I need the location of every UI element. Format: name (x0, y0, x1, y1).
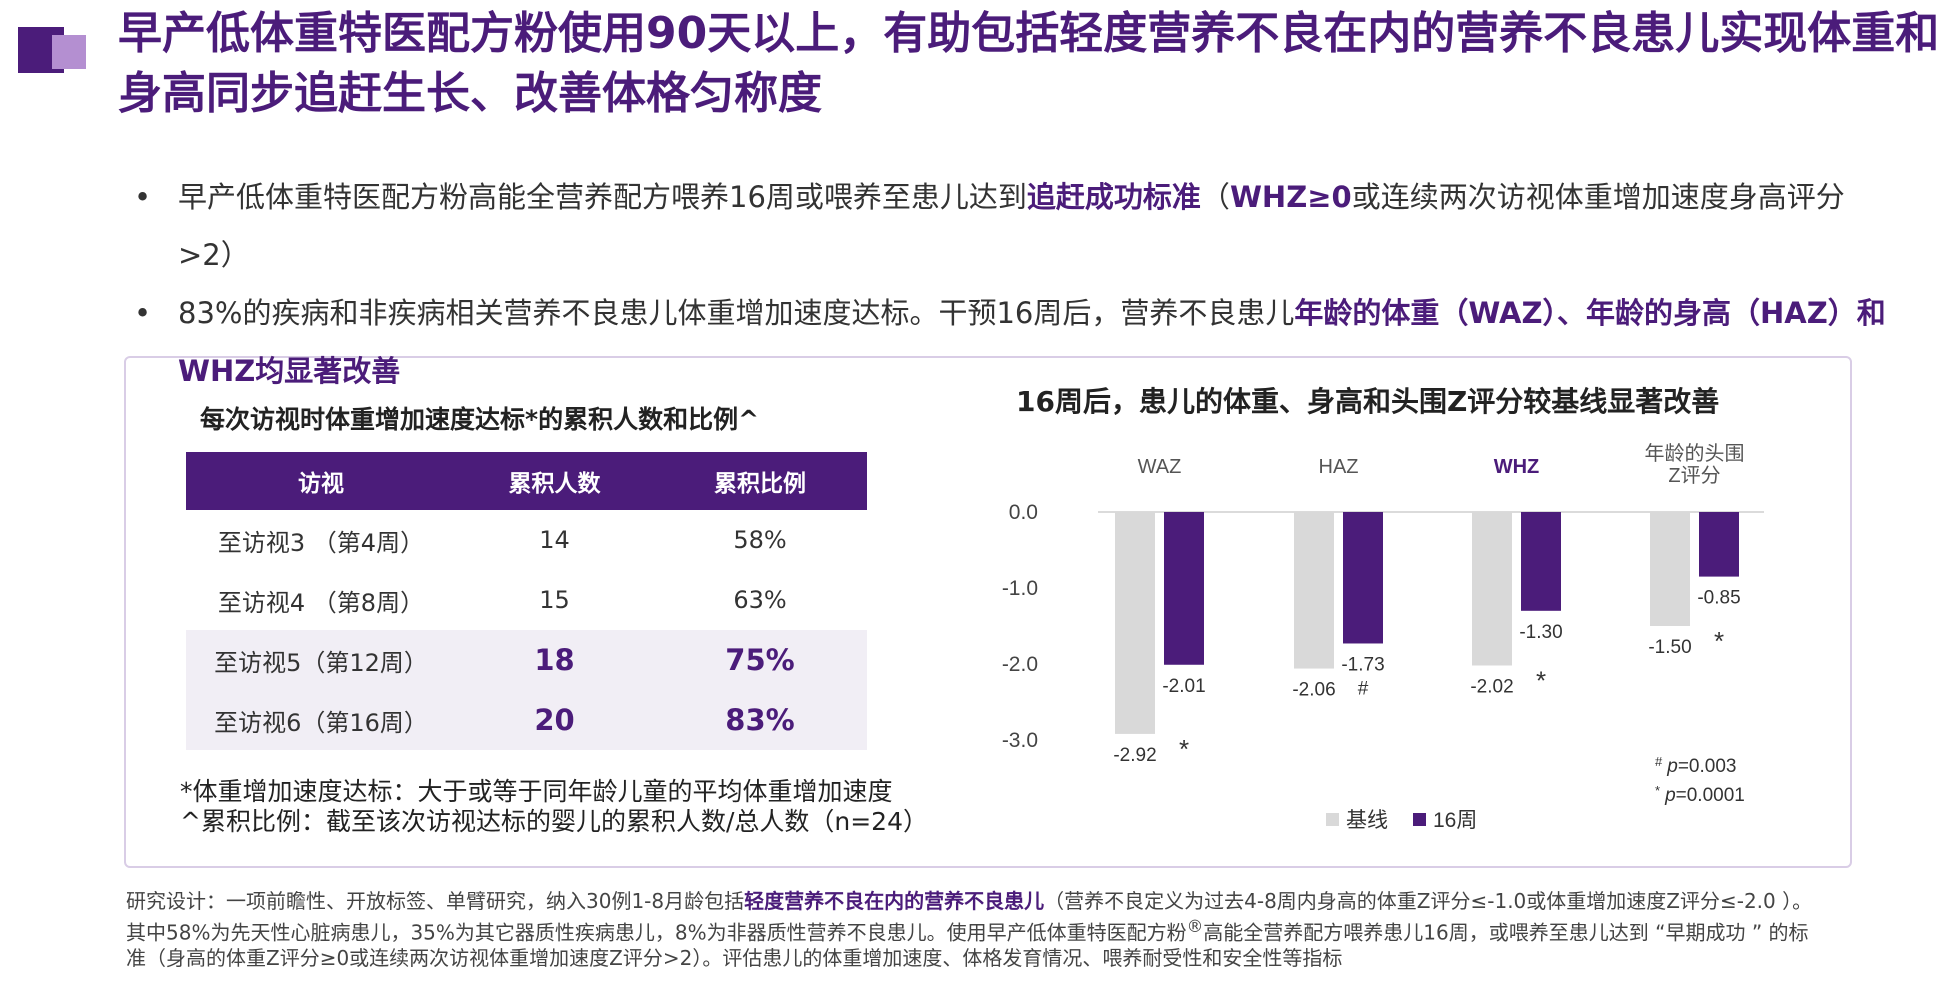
logo-light-square (52, 35, 86, 69)
y-tick-label: -1.0 (1002, 577, 1038, 600)
legend-label-baseline: 基线 (1346, 809, 1388, 832)
bar-week16 (1343, 512, 1383, 644)
column-header-pct: 累积比例 (653, 452, 867, 510)
table-header-row: 访视 累积人数 累积比例 (186, 452, 867, 510)
data-label-week16: -1.30 (1519, 622, 1562, 643)
cell-count: 14 (539, 526, 570, 554)
bullet-highlight: 追赶成功标准 (1026, 180, 1201, 214)
cell-visit: 至访视5（第12周） (186, 630, 456, 690)
y-tick-label: -2.0 (1002, 653, 1038, 676)
cell-visit: 至访视4 （第8周） (217, 588, 425, 617)
footnote-cumulative-definition: ^累积比例：截至该次访视达标的婴儿的累积人数/总人数（n=24） (180, 807, 928, 836)
p-value-note: # p=0.003 (1655, 754, 1736, 777)
data-label-baseline: -1.50 (1648, 637, 1691, 658)
bullet-text: （ (1200, 180, 1230, 214)
bar-baseline (1650, 512, 1690, 626)
footnote-rate-definition: *体重增加速度达标：大于或等于同年龄儿童的平均体重增加速度 (180, 777, 893, 806)
cell-pct: 63% (733, 586, 787, 614)
category-label: 年龄的头围 (1645, 442, 1745, 465)
cell-pct: 58% (733, 526, 787, 554)
cell-pct: 83% (653, 690, 867, 750)
cell-pct: 75% (653, 630, 867, 690)
cell-visit: 至访视6（第16周） (186, 690, 456, 750)
bar-week16 (1699, 512, 1739, 577)
bullet-item-1: • 早产低体重特医配方粉高能全营养配方喂养16周或喂养至患儿达到追赶成功标准（W… (120, 168, 1900, 284)
bar-week16 (1521, 512, 1561, 611)
column-header-visit: 访视 (186, 452, 456, 510)
legend-swatch-baseline (1326, 813, 1339, 826)
study-design-note: 研究设计：一项前瞻性、开放标签、单臂研究，纳入30例1-8月龄包括轻度营养不良在… (126, 889, 1826, 971)
data-label-baseline: -2.02 (1470, 677, 1513, 698)
bar-baseline (1115, 512, 1155, 734)
table-row: 至访视4 （第8周） 15 63% (186, 570, 867, 630)
table-row: 至访视3 （第4周） 14 58% (186, 510, 867, 570)
legend-label-week16: 16周 (1433, 809, 1477, 832)
data-label-week16: -1.73 (1341, 654, 1384, 675)
table-row-highlight: 至访视6（第16周） 20 83% (186, 690, 867, 750)
bar-baseline (1472, 512, 1512, 666)
p-value-note: * p=0.0001 (1655, 783, 1745, 806)
study-text: （营养不良定义为过去4-8周内身高的体重Z评分≤-1.0或体重增加速度Z评分≤-… (126, 889, 1813, 945)
chart-title: 16周后，患儿的体重、身高和头围Z评分较基线显著改善 (1016, 385, 1720, 418)
data-label-week16: -2.01 (1162, 676, 1205, 697)
bullet-text: 83%的疾病和非疾病相关营养不良患儿体重增加速度达标。干预16周后，营养不良患儿 (178, 296, 1295, 330)
data-label-baseline: -2.92 (1113, 745, 1156, 766)
content-panel (124, 356, 1852, 868)
category-label: Z评分 (1668, 464, 1720, 487)
study-text: 高能全营养配方喂养患儿16周，或喂养至患儿达到 “早期成功 ” 的标准（身高的体… (126, 920, 1809, 970)
page-title: 早产低体重特医配方粉使用90天以上，有助包括轻度营养不良在内的营养不良患儿实现体… (118, 8, 1940, 119)
legend-swatch-week16 (1413, 813, 1426, 826)
data-label-baseline: -2.06 (1292, 680, 1335, 701)
significance-mark: # (1358, 678, 1369, 699)
cell-visit: 至访视3 （第4周） (217, 528, 425, 557)
significance-mark: * (1179, 734, 1189, 764)
bullet-list: • 早产低体重特医配方粉高能全营养配方喂养16周或喂养至患儿达到追赶成功标准（W… (120, 168, 1900, 400)
cell-count: 20 (456, 690, 653, 750)
bullet-highlight: WHZ≥0 (1229, 180, 1352, 214)
study-highlight: 轻度营养不良在内的营养不良患儿 (744, 889, 1045, 913)
cell-count: 15 (539, 586, 570, 614)
visit-table: 访视 累积人数 累积比例 至访视3 （第4周） 14 58% 至访视4 （第8周… (186, 452, 867, 750)
study-text: 研究设计：一项前瞻性、开放标签、单臂研究，纳入30例1-8月龄包括 (126, 889, 745, 913)
column-header-count: 累积人数 (456, 452, 653, 510)
bullet-text: 或连续两次访视体重增加速度身高评分>2） (178, 180, 1845, 272)
registered-mark: ® (1186, 917, 1204, 936)
bullet-text: 早产低体重特医配方粉高能全营养配方喂养16周或喂养至患儿达到 (178, 180, 1027, 214)
significance-mark: * (1536, 666, 1546, 696)
significance-mark: * (1714, 626, 1724, 656)
table-row-highlight: 至访视5（第12周） 18 75% (186, 630, 867, 690)
category-label: WAZ (1138, 456, 1182, 478)
bullet-dot: • (134, 180, 152, 214)
bullet-highlight: 年龄的体重（WAZ）、年龄的身高（HAZ）和WHZ均显著改善 (178, 296, 1886, 388)
category-label: HAZ (1319, 456, 1359, 478)
data-label-week16: -0.85 (1697, 588, 1740, 609)
y-tick-label: -3.0 (1002, 729, 1038, 752)
bar-week16 (1164, 512, 1204, 665)
table-title: 每次访视时体重增加速度达标*的累积人数和比例^ (200, 405, 760, 434)
bar-baseline (1294, 512, 1334, 669)
y-tick-label: 0.0 (1009, 501, 1038, 524)
cell-count: 18 (456, 630, 653, 690)
bullet-dot: • (134, 296, 152, 330)
category-label: WHZ (1494, 456, 1540, 478)
bullet-item-2: • 83%的疾病和非疾病相关营养不良患儿体重增加速度达标。干预16周后，营养不良… (120, 284, 1900, 400)
